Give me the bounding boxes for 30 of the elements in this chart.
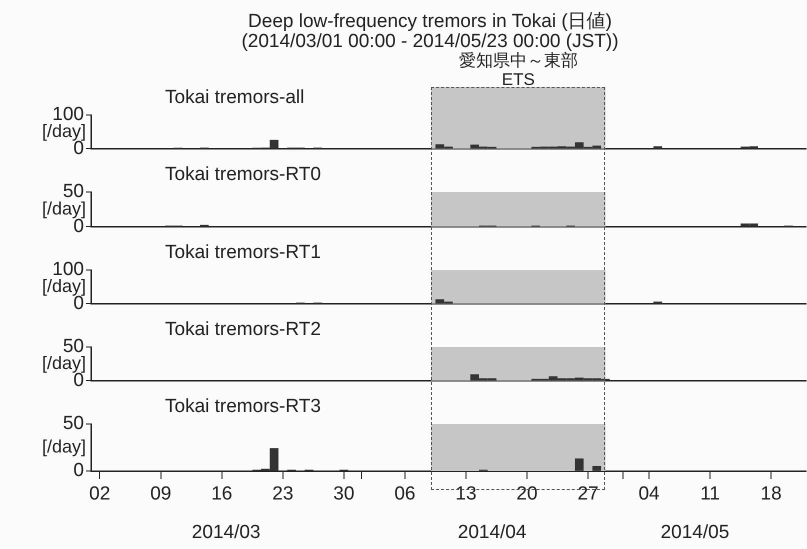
text: 2014/05: [660, 522, 730, 543]
x-tick-label: 30: [333, 484, 354, 505]
text: 2014/04: [458, 522, 527, 543]
x-tick-label: 11: [700, 484, 720, 505]
band-label: 愛知県中～東部 ETS: [458, 51, 578, 89]
chart-subtitle: (2014/03/01 00:00 - 2014/05/23 00:00 (JST)): [241, 31, 619, 52]
x-tick-label: 27: [577, 484, 599, 505]
chart-title: Deep low-frequency tremors in Tokai (日値): [248, 11, 612, 32]
x-tick-label: 18: [760, 484, 782, 505]
text: Tokai tremors-RT1: [165, 242, 321, 263]
y-tick-label: 0: [73, 460, 84, 482]
x-tick-label: 06: [394, 484, 416, 505]
x-tick-label: 23: [272, 484, 294, 505]
y-tick-label: 50: [62, 181, 84, 202]
y-tick-label: 50: [62, 413, 84, 434]
x-tick-label: 02: [89, 484, 110, 505]
text: Tokai tremors-RT0: [165, 164, 321, 185]
x-tick-label: 16: [211, 484, 232, 505]
y-axis-title: [/day]: [42, 436, 86, 456]
y-tick-label: 50: [62, 336, 84, 358]
x-tick-label: 09: [150, 484, 172, 505]
text: Tokai tremors-all: [165, 87, 304, 108]
y-tick-label: 100: [52, 259, 84, 280]
text: Tokai tremors-RT2: [165, 319, 321, 340]
text: 2014/03: [192, 522, 260, 543]
text: Tokai tremors-RT3: [165, 396, 321, 417]
x-tick-label: 20: [516, 484, 538, 505]
x-tick-label: 13: [455, 484, 477, 505]
x-tick-label: 04: [638, 484, 660, 505]
y-tick-label: 100: [52, 104, 84, 126]
